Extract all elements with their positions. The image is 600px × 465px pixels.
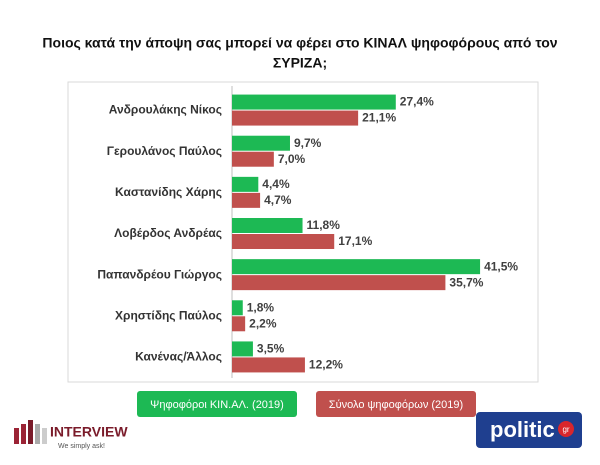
y-tick-label: Παπανδρέου Γιώργος (97, 267, 222, 281)
bar (232, 135, 290, 151)
y-tick-label: Λοβέρδος Ανδρέας (114, 226, 222, 240)
value-label: 11,8% (307, 218, 341, 232)
bar (232, 275, 446, 291)
bar (232, 316, 246, 332)
value-label: 4,4% (262, 177, 290, 191)
legend-box (137, 391, 297, 417)
logo-bar (14, 428, 19, 444)
bar (232, 151, 274, 167)
bar (232, 94, 396, 110)
value-label: 7,0% (278, 152, 306, 166)
politic-logo: politic gr (476, 412, 582, 448)
logo-bar (28, 420, 33, 444)
y-tick-label: Ανδρουλάκης Νίκος (109, 103, 222, 117)
logo-box (476, 412, 582, 448)
value-label: 27,4% (400, 95, 434, 109)
logo-text: politic (490, 417, 555, 442)
y-tick-label: Γερουλάνος Παύλος (107, 144, 222, 158)
value-label: 41,5% (484, 259, 518, 273)
value-label: 4,7% (264, 193, 292, 207)
bar (232, 300, 243, 316)
value-label: 3,5% (257, 342, 285, 356)
value-label: 9,7% (294, 136, 322, 150)
y-tick-label: Κανένας/Άλλος (135, 350, 222, 364)
logo-tagline: We simply ask! (58, 443, 105, 450)
interview-logo: INTERVIEW We simply ask! (14, 420, 128, 450)
value-label: 35,7% (449, 275, 483, 289)
plot-frame (67, 81, 539, 383)
chart-title: Ποιος κατά την άποψη σας μπορεί να φέρει… (42, 35, 557, 51)
value-label: 1,8% (247, 300, 275, 314)
y-tick-label: Χρηστίδης Παύλος (115, 308, 222, 322)
bar (232, 357, 305, 373)
bar (232, 218, 303, 233)
value-label: 2,2% (249, 316, 277, 330)
logo-suffix: gr (562, 425, 569, 434)
logo-bar (42, 428, 47, 444)
bar (232, 341, 253, 357)
bar (232, 234, 335, 249)
bar (232, 110, 359, 126)
y-tick-label: Καστανίδης Χάρης (115, 185, 222, 199)
bar (232, 176, 259, 192)
logo-text: INTERVIEW (50, 424, 128, 440)
logo-bar (35, 424, 40, 444)
value-label: 12,2% (309, 358, 343, 372)
bar (232, 192, 261, 208)
logo-dot (558, 421, 574, 437)
legend-label: Σύνολο ψηφοφόρων (2019) (329, 399, 463, 411)
legend-label: Ψηφοφόροι ΚΙΝ.ΑΛ. (2019) (150, 399, 284, 411)
value-label: 21,1% (362, 111, 396, 125)
chart-title: ΣΥΡΙΖΑ; (273, 55, 327, 71)
bar (232, 259, 481, 275)
value-label: 17,1% (338, 234, 372, 248)
logo-bar (21, 424, 26, 444)
legend-box (316, 391, 476, 417)
